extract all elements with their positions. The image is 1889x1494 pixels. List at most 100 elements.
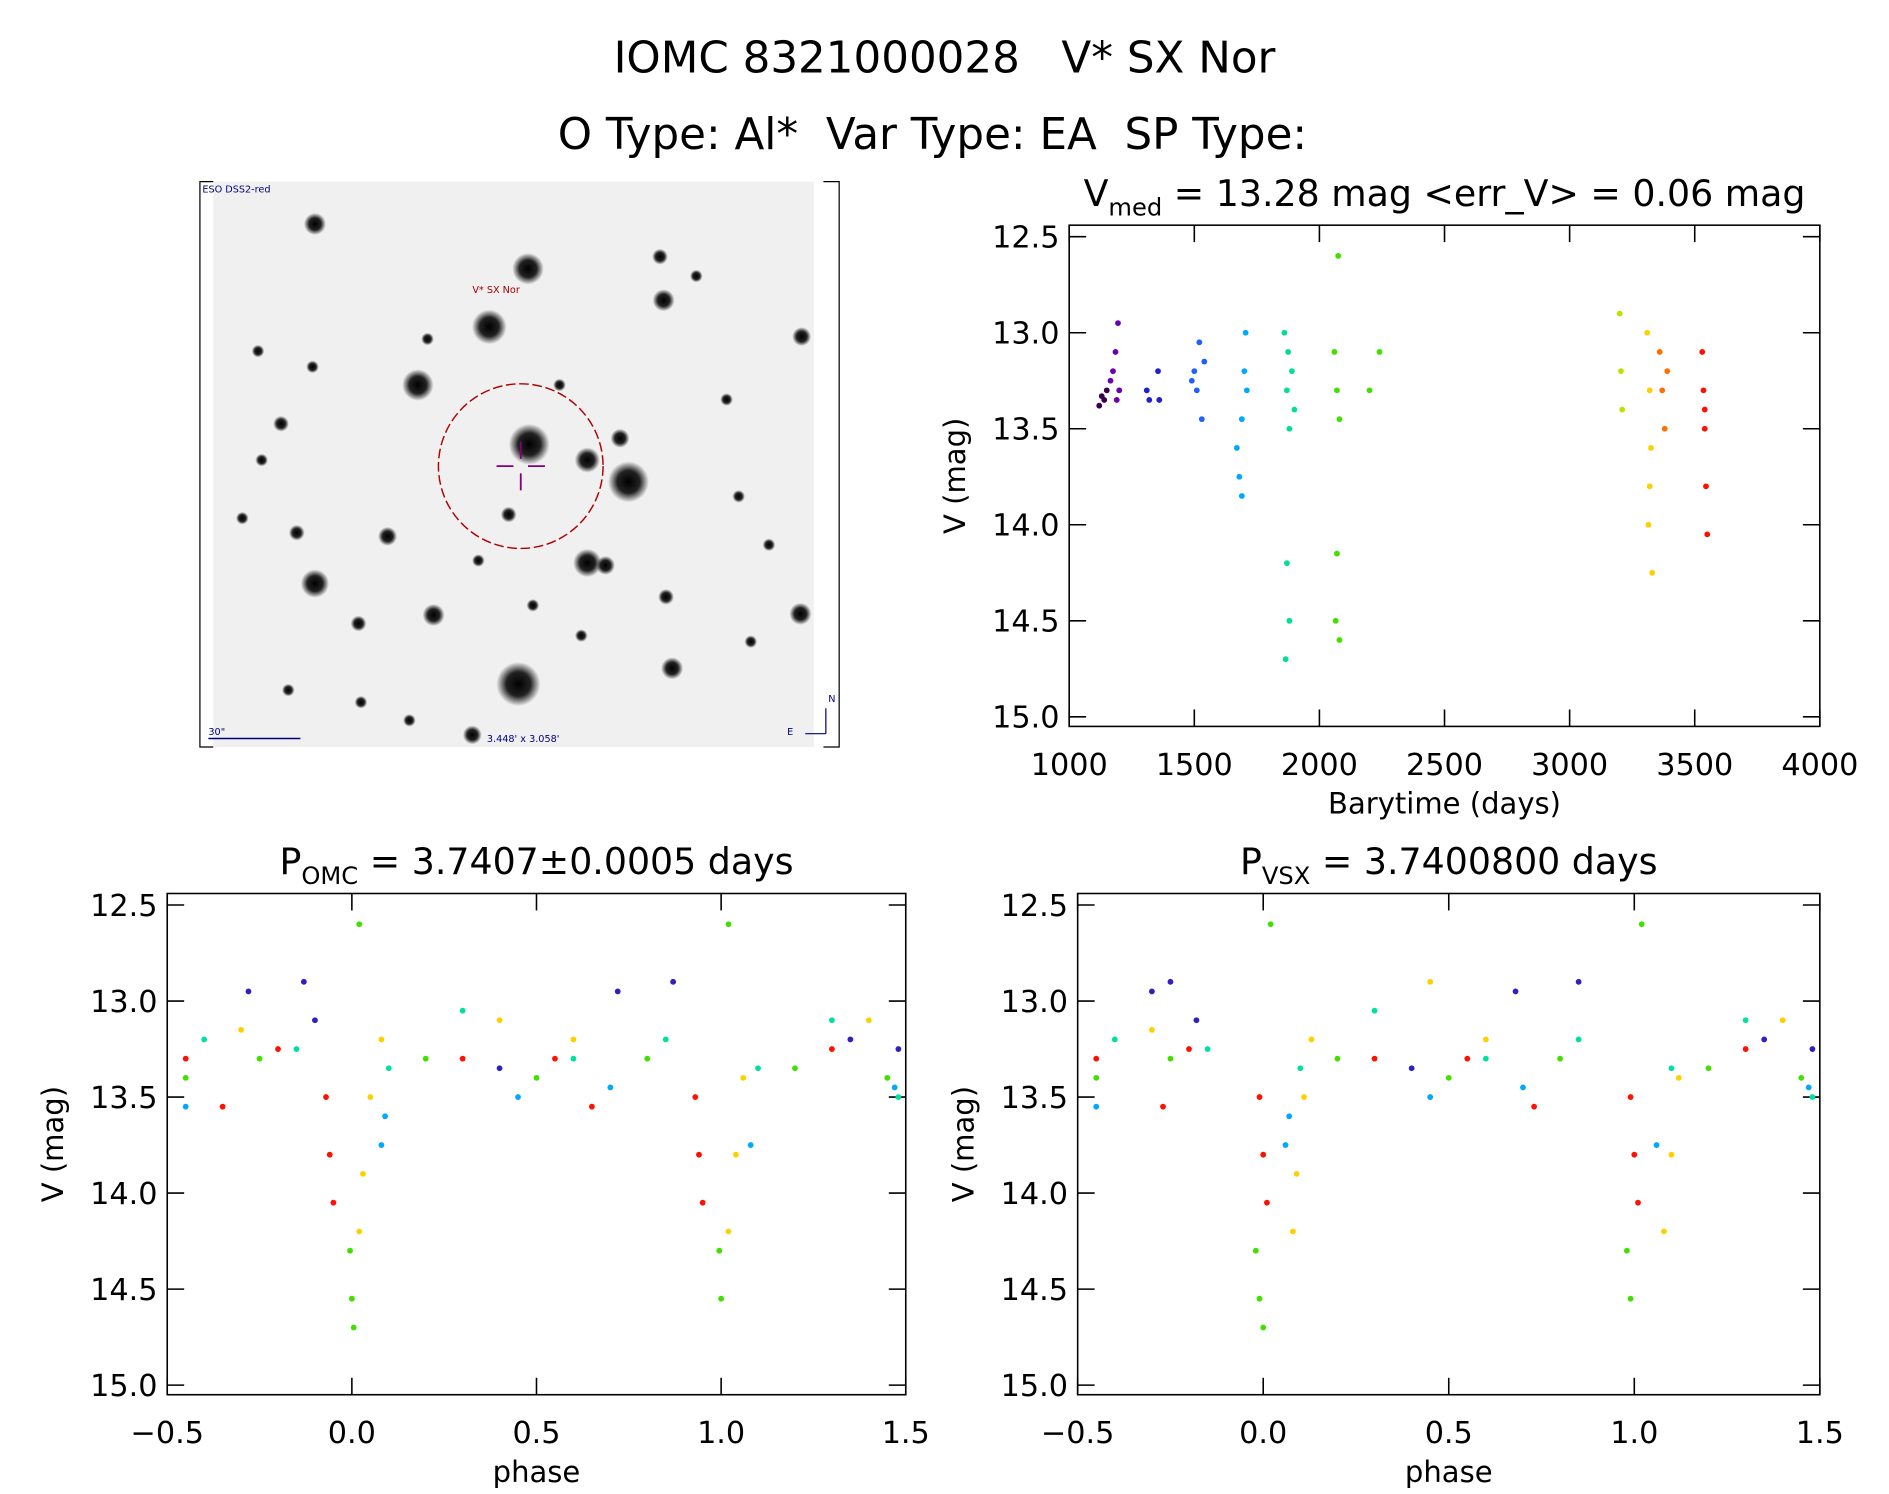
data-point [1186, 1046, 1192, 1052]
data-point [884, 1074, 891, 1081]
data-point [1659, 387, 1666, 394]
data-point [1193, 387, 1200, 394]
data-point [614, 988, 621, 995]
data-point [865, 1017, 872, 1024]
data-point [1371, 1007, 1378, 1014]
data-point [1281, 329, 1288, 336]
y-tick-label: 15.0 [992, 701, 1059, 736]
data-point [1653, 1142, 1660, 1148]
data-point [755, 1065, 761, 1072]
data-point [1289, 1228, 1296, 1235]
data-point [1242, 329, 1249, 336]
data-point [1644, 329, 1651, 336]
data-point [1116, 387, 1123, 394]
data-point [1286, 425, 1293, 432]
data-point [1167, 978, 1174, 985]
data-point [1160, 1103, 1166, 1110]
data-point [1661, 425, 1668, 432]
data-point [1700, 387, 1707, 394]
star [350, 615, 367, 632]
data-point [356, 1228, 363, 1235]
data-point [1332, 617, 1339, 624]
data-point [1241, 368, 1248, 375]
data-point [1112, 349, 1119, 355]
star [574, 629, 588, 642]
data-point [182, 1055, 189, 1062]
data-point [1101, 397, 1108, 403]
star [496, 662, 541, 707]
x-tick-label: −0.5 [1041, 1416, 1114, 1451]
star [288, 524, 305, 541]
data-point [1408, 1065, 1415, 1072]
data-point [1334, 1055, 1341, 1062]
north-label: N [828, 694, 835, 705]
data-point [1704, 531, 1711, 538]
data-point [378, 1142, 385, 1148]
data-point [1703, 483, 1709, 490]
y-axis-label: V (mag) [938, 418, 972, 534]
data-point [1113, 397, 1120, 403]
figure-title: IOMC 8321000028 V* SX Nor [614, 34, 1276, 84]
title-part: V [1084, 172, 1109, 215]
star [720, 393, 733, 406]
data-point [725, 1228, 732, 1235]
star [422, 604, 445, 627]
data-point [245, 988, 252, 995]
data-point [1188, 377, 1195, 384]
star [690, 269, 703, 283]
title-part: P [1240, 840, 1262, 883]
y-tick-label: 12.5 [90, 889, 157, 924]
figure-subtitle: O Type: Al* Var Type: EA SP Type: [558, 110, 1307, 160]
y-tick-label: 13.5 [90, 1081, 157, 1116]
data-point [1167, 1055, 1174, 1062]
x-tick-label: 1000 [1031, 748, 1108, 783]
data-point [1285, 349, 1292, 355]
data-point [1557, 1055, 1563, 1062]
data-point [1427, 978, 1434, 985]
data-point [1646, 387, 1653, 394]
data-point [1155, 368, 1161, 375]
star [236, 511, 249, 525]
data-point [1531, 1103, 1538, 1110]
x-tick-label: −0.5 [130, 1416, 203, 1451]
data-point [1336, 637, 1343, 643]
data-point [515, 1094, 521, 1100]
x-tick-label: 0.5 [512, 1416, 560, 1451]
data-point [670, 978, 677, 985]
x-tick-label: 0.5 [1425, 1416, 1473, 1451]
data-point [496, 1017, 503, 1024]
x-axis-label: phase [493, 1455, 581, 1489]
chart-title: POMC = 3.7407±0.0005 days [279, 840, 793, 890]
data-point [1103, 387, 1110, 394]
chart-title: Vmed = 13.28 mag <err_V> = 0.06 mag [1084, 172, 1806, 222]
data-point [891, 1084, 898, 1091]
data-point [1627, 1295, 1634, 1302]
data-point [699, 1199, 706, 1206]
data-point [533, 1074, 540, 1081]
star [300, 569, 330, 598]
star [573, 548, 602, 578]
data-point [1371, 1055, 1378, 1062]
data-point [1668, 1065, 1675, 1072]
data-point [219, 1103, 226, 1110]
y-tick-label: 14.5 [1001, 1273, 1068, 1308]
data-point [1619, 406, 1626, 413]
plot-frame [1076, 892, 1821, 1396]
star [462, 725, 482, 745]
data-point [1336, 416, 1343, 423]
data-point [1256, 1094, 1263, 1100]
data-point [828, 1046, 835, 1052]
data-point [895, 1046, 902, 1052]
data-point [1204, 1046, 1211, 1052]
star [303, 212, 326, 235]
star [402, 369, 434, 401]
data-point [182, 1103, 189, 1110]
data-point [1233, 445, 1240, 451]
data-point [1146, 397, 1153, 403]
star [472, 554, 485, 567]
data-point [588, 1103, 595, 1110]
data-point [1742, 1046, 1749, 1052]
data-point [1267, 921, 1274, 928]
data-point [552, 1055, 558, 1062]
